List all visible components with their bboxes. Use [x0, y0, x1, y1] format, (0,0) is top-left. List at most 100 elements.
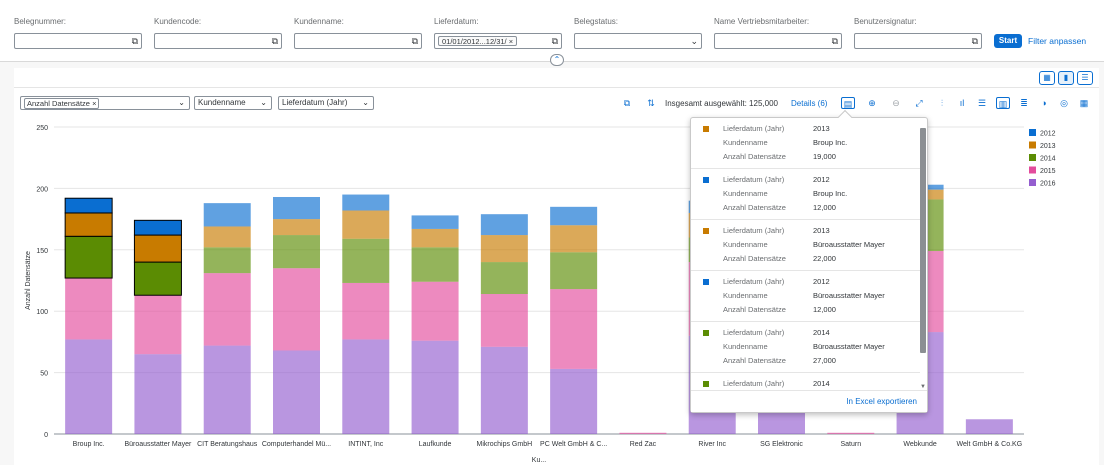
- stacked-column-chart[interactable]: 0 50 100 150 200 250 Anzahl Datensätze Broup In…: [14, 118, 1099, 465]
- belegnummer-input[interactable]: ⧉: [14, 33, 142, 49]
- legend-label[interactable]: 2013: [1040, 143, 1056, 150]
- popover-entry[interactable]: Lieferdatum (Jahr) 2014: [691, 373, 920, 388]
- popover-scrollbar[interactable]: ▼: [920, 124, 926, 390]
- bar-segment[interactable]: [342, 282, 390, 340]
- table-view-icon[interactable]: ▦: [1039, 71, 1055, 85]
- popover-entry[interactable]: Lieferdatum (Jahr) 2012 Kundenname Büroauss…: [691, 271, 920, 322]
- stacked-bar-icon[interactable]: ≣: [1020, 98, 1028, 108]
- value-help-icon[interactable]: ⧉: [131, 36, 138, 46]
- bar-segment[interactable]: [480, 346, 528, 434]
- value-help-icon[interactable]: ⧉: [831, 36, 838, 46]
- bar-segment[interactable]: [342, 194, 390, 211]
- pie-chart-icon[interactable]: ◑: [1041, 98, 1047, 108]
- chevron-down-icon[interactable]: ⌄: [690, 36, 698, 46]
- bar-segment[interactable]: [411, 215, 459, 229]
- line-chart-icon[interactable]: ⫶: [940, 98, 944, 108]
- export-excel-link[interactable]: In Excel exportieren: [846, 397, 917, 406]
- details-link[interactable]: Details (6): [791, 99, 828, 108]
- bar-segment[interactable]: [550, 206, 598, 226]
- bar-segment[interactable]: [273, 219, 320, 236]
- bar-segment[interactable]: [411, 247, 459, 282]
- stacked-column-icon[interactable]: ▥: [996, 97, 1010, 109]
- bar-segment[interactable]: [273, 235, 320, 269]
- bar-segment[interactable]: [203, 247, 251, 274]
- bar-segment[interactable]: [619, 432, 667, 434]
- token-remove-icon[interactable]: ×: [508, 37, 514, 46]
- donut-chart-icon[interactable]: ◎: [1060, 98, 1068, 108]
- belegstatus-select[interactable]: ⌄: [574, 33, 702, 49]
- bar-segment[interactable]: [203, 345, 251, 434]
- bar-segment[interactable]: [411, 228, 459, 248]
- popover-entry[interactable]: Lieferdatum (Jahr) 2014 Kundenname Büroauss…: [691, 322, 920, 373]
- value-help-icon[interactable]: ⧉: [411, 36, 418, 46]
- bar-segment[interactable]: [550, 225, 598, 253]
- value-help-icon[interactable]: ⧉: [551, 36, 558, 46]
- chart-view-icon[interactable]: ▮: [1058, 71, 1074, 85]
- fullscreen-icon[interactable]: ⤢: [915, 98, 923, 108]
- bar-segment[interactable]: [480, 262, 528, 295]
- bar-segment[interactable]: [550, 252, 598, 290]
- bar-segment[interactable]: [342, 210, 390, 239]
- date-range-token[interactable]: 01/01/2012...12/31/ ×: [438, 36, 518, 46]
- legend-toggle-icon[interactable]: ▤: [841, 97, 855, 109]
- bar-segment[interactable]: [133, 219, 182, 236]
- bar-segment[interactable]: [965, 419, 1013, 434]
- bar-segment[interactable]: [64, 197, 113, 214]
- scrollbar-thumb[interactable]: [920, 128, 926, 353]
- value-help-icon[interactable]: ⧉: [271, 36, 278, 46]
- bar-segment[interactable]: [134, 295, 182, 355]
- zoom-out-icon[interactable]: ⊖: [892, 98, 900, 108]
- bar-segment[interactable]: [411, 340, 459, 434]
- bar-segment[interactable]: [203, 273, 251, 346]
- measure-select[interactable]: Anzahl Datensätze × ⌄: [20, 96, 190, 110]
- start-button[interactable]: Start: [994, 34, 1022, 48]
- bar-segment[interactable]: [411, 281, 459, 341]
- filter-anpassen-button[interactable]: Filter anpassen: [1028, 36, 1087, 46]
- bar-segment[interactable]: [273, 196, 320, 220]
- bar-segment[interactable]: [134, 354, 182, 434]
- legend-label[interactable]: 2012: [1040, 131, 1056, 138]
- bar-segment[interactable]: [342, 238, 390, 283]
- collapse-filter-button[interactable]: ⌃: [550, 54, 564, 66]
- bar-segment[interactable]: [64, 212, 113, 237]
- popover-entry[interactable]: Lieferdatum (Jahr) 2013 Kundenname Büroauss…: [691, 220, 920, 271]
- heatmap-icon[interactable]: ▦: [1079, 98, 1089, 108]
- bar-segment[interactable]: [273, 268, 320, 351]
- bar-segment[interactable]: [203, 226, 251, 248]
- bar-segment[interactable]: [273, 350, 320, 434]
- bar-segment[interactable]: [480, 214, 528, 236]
- list-view-icon[interactable]: ☰: [1077, 71, 1093, 85]
- value-help-icon[interactable]: ⧉: [971, 36, 978, 46]
- vertriebsmitarbeiter-input[interactable]: ⧉: [714, 33, 842, 49]
- legend-label[interactable]: 2016: [1040, 181, 1056, 188]
- lieferdatum-input[interactable]: 01/01/2012...12/31/ × ⧉: [434, 33, 562, 49]
- bar-segment[interactable]: [550, 289, 598, 369]
- token-remove-icon[interactable]: ×: [92, 99, 97, 108]
- bar-segment[interactable]: [480, 294, 528, 347]
- bar-segment[interactable]: [480, 235, 528, 263]
- benutzersignatur-input[interactable]: ⧉: [854, 33, 982, 49]
- bar-segment[interactable]: [203, 203, 251, 227]
- bar-segment[interactable]: [342, 339, 390, 434]
- measure-token[interactable]: Anzahl Datensätze ×: [24, 98, 100, 109]
- legend-label[interactable]: 2014: [1040, 156, 1056, 163]
- sort-icon[interactable]: ⇅: [647, 98, 655, 108]
- bar-segment[interactable]: [827, 432, 875, 434]
- bar-segment[interactable]: [133, 234, 182, 263]
- bar-segment[interactable]: [550, 368, 598, 434]
- copy-icon[interactable]: ⧉: [623, 98, 631, 108]
- column-chart-icon[interactable]: ıl: [959, 98, 965, 108]
- bar-chart-icon[interactable]: ☰: [977, 98, 987, 108]
- popover-entry[interactable]: Lieferdatum (Jahr) 2012 Kundenname Broup In…: [691, 169, 920, 220]
- bar-segment[interactable]: [64, 235, 113, 279]
- kundenname-input[interactable]: ⧉: [294, 33, 422, 49]
- popover-entry[interactable]: Lieferdatum (Jahr) 2013 Kundenname Broup In…: [691, 118, 920, 169]
- bar-segment[interactable]: [133, 261, 182, 296]
- bar-segment[interactable]: [65, 339, 113, 434]
- bar-segment[interactable]: [65, 278, 113, 340]
- legend-label[interactable]: 2015: [1040, 168, 1056, 175]
- kundencode-input[interactable]: ⧉: [154, 33, 282, 49]
- zoom-in-icon[interactable]: ⊕: [868, 98, 876, 108]
- dimension-select-kundenname[interactable]: Kundenname ⌄: [194, 96, 272, 110]
- scroll-down-icon[interactable]: ▼: [920, 384, 926, 390]
